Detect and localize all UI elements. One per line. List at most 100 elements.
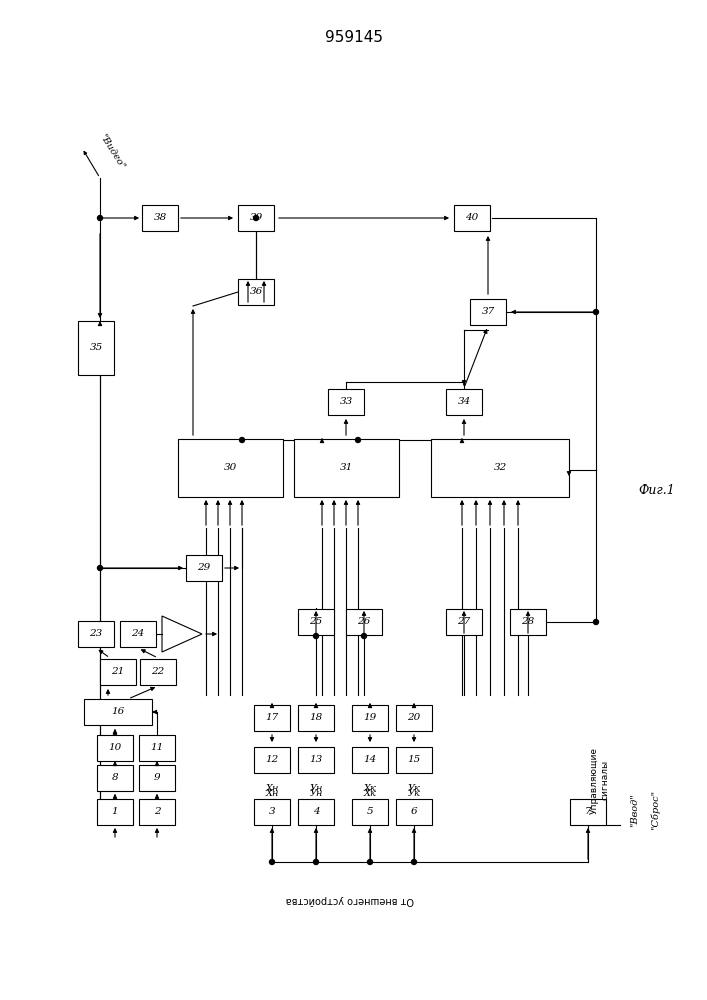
Bar (139, 735, 175, 761)
Bar (396, 705, 432, 731)
Text: 28: 28 (521, 617, 534, 626)
Text: 33: 33 (339, 397, 353, 406)
Bar (298, 609, 334, 635)
Text: Фиг.1: Фиг.1 (638, 484, 674, 496)
Bar (177, 439, 283, 497)
Bar (293, 439, 399, 497)
Text: Хн: Хн (265, 784, 279, 793)
Text: 15: 15 (407, 756, 421, 764)
Text: 2: 2 (153, 808, 160, 816)
Text: "Сброс": "Сброс" (650, 790, 660, 830)
Bar (446, 389, 482, 415)
Bar (346, 609, 382, 635)
Bar (352, 705, 388, 731)
Bar (454, 205, 490, 231)
Text: 20: 20 (407, 714, 421, 722)
Text: 8: 8 (112, 774, 118, 782)
Bar (254, 747, 290, 773)
Circle shape (98, 216, 103, 221)
Text: 11: 11 (151, 744, 163, 752)
Text: 17: 17 (265, 714, 279, 722)
Bar (78, 621, 114, 647)
Bar (142, 205, 178, 231)
Text: Хн: Хн (265, 788, 279, 798)
Bar (140, 659, 176, 685)
Bar (328, 389, 364, 415)
Circle shape (593, 619, 599, 624)
Bar (352, 799, 388, 825)
Bar (352, 747, 388, 773)
Text: 959145: 959145 (325, 30, 383, 45)
Bar (238, 205, 274, 231)
Circle shape (313, 634, 318, 639)
Bar (570, 799, 606, 825)
Text: Ук: Ук (407, 784, 421, 793)
Text: 22: 22 (151, 668, 165, 676)
Bar (254, 705, 290, 731)
Text: 1: 1 (112, 808, 118, 816)
Text: 10: 10 (108, 744, 122, 752)
Text: 14: 14 (363, 756, 377, 764)
Text: Ук: Ук (407, 788, 421, 798)
Bar (470, 299, 506, 325)
Text: 35: 35 (89, 344, 103, 353)
Text: 24: 24 (132, 630, 145, 639)
Bar (100, 659, 136, 685)
Circle shape (411, 859, 416, 864)
Bar (97, 799, 133, 825)
Bar (139, 765, 175, 791)
Text: 9: 9 (153, 774, 160, 782)
Circle shape (368, 859, 373, 864)
Text: От внешнего устройства: От внешнего устройства (286, 895, 414, 905)
Text: 4: 4 (312, 808, 320, 816)
Text: 39: 39 (250, 214, 262, 223)
Circle shape (593, 310, 599, 314)
Text: 37: 37 (481, 308, 495, 316)
Text: 21: 21 (112, 668, 124, 676)
Text: 26: 26 (357, 617, 370, 626)
Text: Хк: Хк (363, 784, 376, 793)
Text: 5: 5 (367, 808, 373, 816)
Text: 31: 31 (339, 464, 353, 473)
Text: 3: 3 (269, 808, 275, 816)
Text: "Ввод": "Ввод" (631, 793, 640, 827)
Bar (446, 609, 482, 635)
Text: 7: 7 (585, 808, 591, 816)
Text: 32: 32 (493, 464, 507, 473)
Text: 18: 18 (310, 714, 322, 722)
Bar (84, 699, 152, 725)
Bar (97, 765, 133, 791)
Text: 29: 29 (197, 564, 211, 572)
Text: 34: 34 (457, 397, 471, 406)
Bar (431, 439, 569, 497)
Text: Ун: Ун (310, 788, 322, 798)
Text: 19: 19 (363, 714, 377, 722)
Circle shape (356, 438, 361, 442)
Text: Хк: Хк (363, 788, 376, 798)
Bar (510, 609, 546, 635)
Bar (97, 735, 133, 761)
Text: 27: 27 (457, 617, 471, 626)
Bar (120, 621, 156, 647)
Text: 23: 23 (89, 630, 103, 639)
Text: Управляющие
сигналы: Управляющие сигналы (590, 746, 609, 814)
Bar (139, 799, 175, 825)
Circle shape (254, 216, 259, 221)
Bar (298, 747, 334, 773)
Text: 40: 40 (465, 214, 479, 223)
Text: 36: 36 (250, 288, 262, 296)
Text: 16: 16 (112, 708, 124, 716)
Text: 38: 38 (153, 214, 167, 223)
Bar (298, 799, 334, 825)
Text: "Видео": "Видео" (98, 133, 127, 171)
Text: Ун: Ун (310, 784, 322, 793)
Text: 6: 6 (411, 808, 417, 816)
Bar (238, 279, 274, 305)
Bar (396, 799, 432, 825)
Circle shape (313, 859, 318, 864)
Bar (298, 705, 334, 731)
Text: 12: 12 (265, 756, 279, 764)
Text: 30: 30 (223, 464, 237, 473)
Bar (78, 321, 114, 375)
Text: 13: 13 (310, 756, 322, 764)
